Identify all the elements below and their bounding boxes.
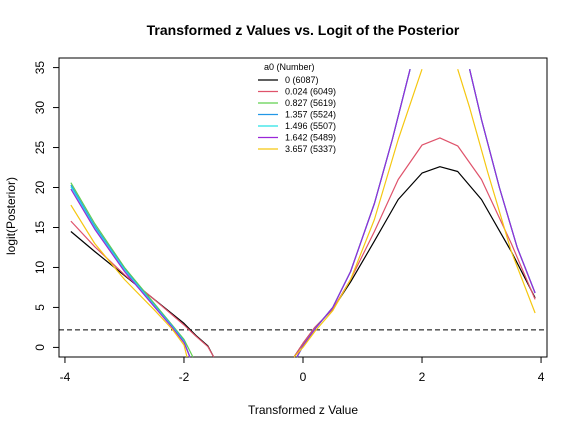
legend-entry: 3.657 (5337) bbox=[285, 144, 336, 154]
x-tick-label: 4 bbox=[538, 370, 545, 384]
y-tick-label: 15 bbox=[33, 220, 47, 234]
legend-title: a0 (Number) bbox=[264, 62, 315, 72]
series-group bbox=[70, 137, 536, 358]
y-axis-label: logit(Posterior) bbox=[4, 177, 18, 255]
y-tick-label: 35 bbox=[33, 61, 47, 75]
series-line bbox=[70, 231, 215, 358]
series-line bbox=[70, 188, 191, 358]
series-line bbox=[70, 220, 215, 358]
series-line bbox=[469, 69, 536, 294]
y-tick-label: 0 bbox=[33, 344, 47, 351]
legend-entry: 1.496 (5507) bbox=[285, 121, 336, 131]
x-tick-label: -4 bbox=[60, 370, 71, 384]
legend: a0 (Number) 0 (6087) 0.024 (6049)0.827 (56… bbox=[258, 62, 336, 154]
x-tick-label: 2 bbox=[419, 370, 426, 384]
series-line bbox=[293, 137, 536, 358]
series-line bbox=[70, 184, 191, 358]
series-line bbox=[293, 69, 423, 358]
legend-entry: 0.827 (5619) bbox=[285, 98, 336, 108]
y-tick-label: 30 bbox=[33, 101, 47, 115]
series-line bbox=[70, 182, 194, 358]
series-line bbox=[70, 204, 188, 358]
series-line bbox=[296, 69, 411, 358]
y-tick-label: 25 bbox=[33, 141, 47, 155]
legend-entry: 1.642 (5489) bbox=[285, 133, 336, 143]
y-tick-label: 5 bbox=[33, 304, 47, 311]
series-group bbox=[70, 69, 536, 358]
series-line bbox=[469, 69, 536, 294]
series-line bbox=[469, 69, 536, 294]
y-tick-label: 20 bbox=[33, 181, 47, 195]
legend-entry: 0 (6087) bbox=[285, 75, 319, 85]
chart-title: Transformed z Values vs. Logit of the Po… bbox=[147, 22, 460, 38]
x-tick-label: -2 bbox=[179, 370, 190, 384]
series-line bbox=[469, 69, 536, 294]
legend-entry: 1.357 (5524) bbox=[285, 110, 336, 120]
x-tick-label: 0 bbox=[300, 370, 307, 384]
series-group bbox=[70, 69, 536, 358]
series-line bbox=[457, 69, 536, 314]
plot-area: -4 -2 0 2 4 0 5 10 15 20 25 30 35 bbox=[33, 57, 548, 384]
y-tick-label: 10 bbox=[33, 260, 47, 274]
legend-entry: 0.024 (6049) bbox=[285, 87, 336, 97]
series-group bbox=[70, 166, 536, 358]
x-axis-label: Transformed z Value bbox=[248, 403, 358, 417]
series-line bbox=[293, 166, 536, 358]
